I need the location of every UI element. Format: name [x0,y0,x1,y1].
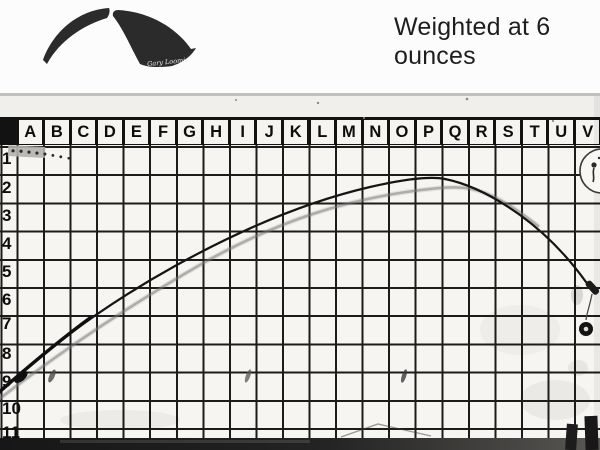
column-label-tile: L [310,120,335,144]
column-label-tile: H [204,120,228,144]
row-label: 4 [2,234,12,253]
board-bottom-band [0,438,600,450]
row-label: 2 [2,178,12,197]
row-label: 1 [2,149,12,168]
column-label-tile: P [416,120,441,144]
column-label-tile: O [390,120,414,144]
column-label-tile: G [177,120,202,144]
board-top-edge [0,93,600,96]
board-upper-strip [0,96,600,117]
row-label: 11 [2,423,20,442]
column-label-tile: B [45,120,69,144]
grid-lines [0,145,600,438]
column-label-tile: N [363,120,388,144]
column-label-tile: F [151,120,175,144]
row-label: 6 [2,290,12,309]
row-label: 10 [2,399,21,418]
column-label-tile: M [337,120,361,144]
column-label-tile: Q [443,120,467,144]
swoosh-right [112,10,196,68]
column-label-tile: A [18,120,42,144]
row-label: 8 [2,344,12,363]
row-label: 9 [2,372,12,391]
column-label-tile: T [522,120,547,144]
column-label-tile: K [283,120,308,144]
column-header-row: A B C D E F G H I J K L M N O P Q R S T … [0,117,600,145]
band-glare [60,440,310,443]
weight-caption: Weighted at 6 ounces [394,13,551,70]
column-label-tile: V [575,120,600,144]
column-label-tile: J [257,120,281,144]
column-label-tile: R [469,120,494,144]
logo-signature: Gary Loomis [147,56,190,68]
column-label-tile: I [230,120,255,144]
swoosh-left [43,8,110,64]
column-label-tile: U [549,120,573,144]
row-label: 7 [2,314,12,333]
column-label-tile: C [71,120,96,144]
row-label: 3 [2,206,12,225]
deflection-board: A B C D E F G H I J K L M N O P Q R S T … [0,93,600,450]
column-label-tile: E [124,120,149,144]
column-label-tile: S [496,120,520,144]
double-swoosh-icon: Gary Loomis [43,8,196,68]
row-label: 5 [2,262,12,281]
column-label-tile: D [98,120,122,144]
